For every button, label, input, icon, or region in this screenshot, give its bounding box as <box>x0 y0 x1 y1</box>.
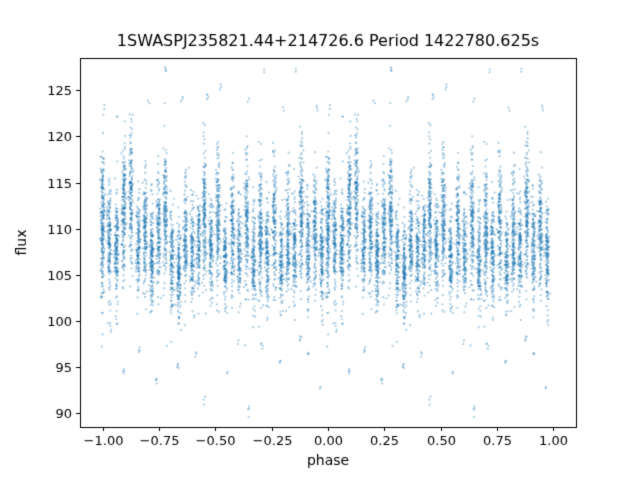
scatter-plot-canvas <box>0 0 640 480</box>
light-curve-figure: 1SWASPJ235821.44+214726.6 Period 1422780… <box>0 0 640 480</box>
